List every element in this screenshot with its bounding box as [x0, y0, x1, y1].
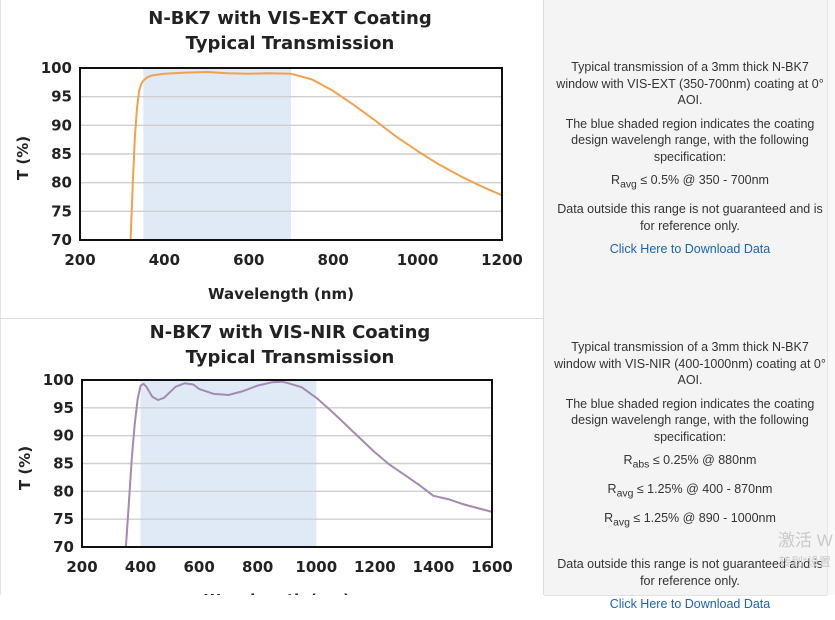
y-tick-label: 90 — [51, 116, 72, 134]
description-disclaimer: Data outside this range is not guarantee… — [557, 557, 823, 588]
x-tick-label: 400 — [149, 251, 180, 269]
chart-vis-ext: N-BK7 with VIS-EXT Coating Typical Transm… — [14, 8, 523, 303]
spec-line: Ravg ≤ 1.25% @ 890 - 1000nm — [554, 510, 826, 532]
spec-line: Ravg ≤ 0.5% @ 350 - 700nm — [554, 172, 826, 194]
x-tick-label: 600 — [233, 251, 264, 269]
x-tick-label: 200 — [66, 558, 97, 576]
x-tick-label: 800 — [318, 251, 349, 269]
chart-vis-nir: N-BK7 with VIS-NIR Coating Typical Transm… — [16, 322, 513, 595]
chart-title: N-BK7 with VIS-NIR Coating — [150, 322, 431, 343]
y-tick-label: 85 — [51, 145, 72, 163]
y-tick-label: 80 — [53, 482, 74, 500]
description-shaded-note: The blue shaded region indicates the coa… — [565, 396, 815, 444]
x-tick-label: 1600 — [471, 558, 513, 576]
chart-title: Typical Transmission — [186, 33, 395, 54]
spec-line: Ravg ≤ 1.25% @ 400 - 870nm — [554, 481, 826, 503]
x-tick-label: 400 — [125, 558, 156, 576]
x-tick-label: 1000 — [397, 251, 439, 269]
y-tick-label: 85 — [53, 455, 74, 473]
description-cell-vis-nir: Typical transmission of a 3mm thick N-BK… — [544, 318, 827, 611]
spec-symbol: R — [611, 173, 621, 187]
description-text: Typical transmission of a 3mm thick N-BK… — [554, 340, 826, 387]
chart-cell-vis-ext: N-BK7 with VIS-EXT Coating Typical Transm… — [0, 0, 544, 319]
y-tick-label: 70 — [53, 538, 74, 556]
spec-subscript: avg — [613, 517, 630, 529]
plot-frame — [81, 379, 493, 548]
spec-symbol: R — [604, 511, 614, 525]
x-tick-label: 600 — [183, 558, 214, 576]
x-axis-label: Wavelength (nm) — [204, 591, 350, 595]
description-shaded-note: The blue shaded region indicates the coa… — [565, 116, 815, 164]
y-tick-label: 90 — [53, 427, 74, 445]
description-disclaimer: Data outside this range is not guarantee… — [557, 202, 823, 233]
description-vis-nir: Typical transmission of a 3mm thick N-BK… — [554, 339, 826, 620]
spec-symbol: R — [623, 453, 633, 467]
x-tick-label: 200 — [64, 251, 95, 269]
y-tick-label: 70 — [51, 231, 72, 249]
y-tick-label: 100 — [43, 371, 74, 389]
x-tick-label: 1200 — [481, 251, 523, 269]
x-axis-label: Wavelength (nm) — [208, 285, 354, 303]
table-row: N-BK7 with VIS-NIR Coating Typical Transm… — [0, 318, 835, 611]
y-axis-label: T (%) — [16, 446, 34, 490]
x-tick-label: 1200 — [354, 558, 396, 576]
y-tick-label: 80 — [51, 174, 72, 192]
transmission-curve — [129, 71, 502, 240]
chart-cell-vis-nir: N-BK7 with VIS-NIR Coating Typical Transm… — [0, 318, 544, 595]
spec-symbol: R — [607, 482, 617, 496]
activation-watermark: 激活 W — [778, 531, 833, 550]
y-tick-label: 95 — [51, 88, 72, 106]
spec-value: ≤ 0.5% @ 350 - 700nm — [636, 173, 769, 187]
page-left-border — [0, 0, 1, 595]
x-tick-label: 1400 — [413, 558, 455, 576]
table-row: N-BK7 with VIS-EXT Coating Typical Transm… — [0, 0, 827, 319]
spec-subscript: avg — [620, 179, 637, 191]
spec-value: ≤ 0.25% @ 880nm — [649, 453, 757, 467]
download-data-link[interactable]: Click Here to Download Data — [609, 597, 771, 611]
spec-subscript: abs — [632, 459, 650, 471]
x-tick-label: 1000 — [295, 558, 337, 576]
y-axis-label: T (%) — [14, 136, 32, 180]
transmission-curve — [124, 380, 492, 547]
chart-title: N-BK7 with VIS-EXT Coating — [148, 8, 431, 29]
y-tick-label: 75 — [53, 510, 74, 528]
y-tick-label: 75 — [51, 202, 72, 220]
description-text: Typical transmission of a 3mm thick N-BK… — [556, 60, 824, 107]
description-vis-ext: Typical transmission of a 3mm thick N-BK… — [554, 59, 826, 265]
download-data-link[interactable]: Click Here to Download Data — [609, 242, 771, 256]
spec-subscript: avg — [616, 488, 634, 500]
plot-frame — [79, 67, 503, 241]
scroll-edge — [827, 0, 835, 595]
activation-watermark-sub: 转到“设置 — [779, 555, 831, 569]
y-tick-label: 100 — [41, 59, 72, 77]
spec-line: Rabs ≤ 0.25% @ 880nm — [554, 452, 826, 474]
chart-title: Typical Transmission — [186, 347, 395, 368]
spec-value: ≤ 1.25% @ 400 - 870nm — [633, 482, 773, 496]
x-tick-label: 800 — [242, 558, 273, 576]
y-tick-label: 95 — [53, 399, 74, 417]
description-cell-vis-ext: Typical transmission of a 3mm thick N-BK… — [544, 0, 827, 319]
spec-value: ≤ 1.25% @ 890 - 1000nm — [629, 511, 776, 525]
